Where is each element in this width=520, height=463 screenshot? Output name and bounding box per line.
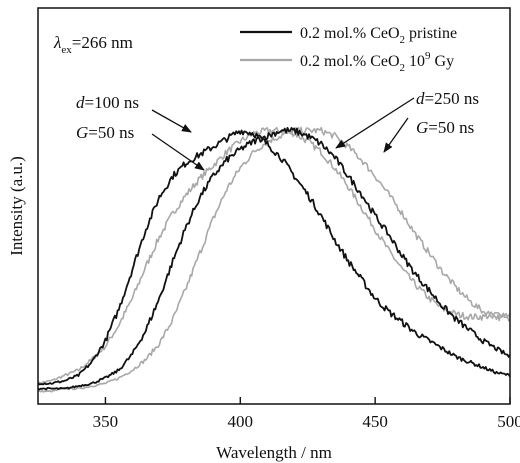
x-tick-label: 500 <box>497 412 520 431</box>
excitation-subscript: ex <box>61 44 72 56</box>
arrow-d250-upper <box>335 97 415 149</box>
arrow-d100-upper <box>151 109 192 133</box>
legend: 0.2 mol.% CeO2 pristine 0.2 mol.% CeO2 1… <box>240 25 457 74</box>
annotation-d100-gate: G=50 ns <box>76 123 134 142</box>
legend-entry-pristine: 0.2 mol.% CeO2 pristine <box>300 25 457 46</box>
x-tick-label: 350 <box>93 412 119 431</box>
svg-text:λex=266 nm: λex=266 nm <box>53 33 133 56</box>
x-axis-ticks: 350 400 450 500 <box>93 397 520 431</box>
series-line-4 <box>37 126 511 393</box>
x-tick-label: 400 <box>228 412 254 431</box>
y-axis-label: Intensity (a.u.) <box>7 156 26 256</box>
annotation-d100-delay: d=100 ns <box>76 93 139 112</box>
annotation-d250-gate: G=50 ns <box>416 118 474 137</box>
excitation-value: =266 nm <box>72 33 133 52</box>
excitation-wavelength-label: λex=266 nm <box>53 33 133 56</box>
annotation-d250: d=250 ns G=50 ns <box>335 89 479 153</box>
series-line-1 <box>37 129 511 386</box>
series-layer <box>37 126 511 393</box>
arrow-d100-lower <box>151 133 205 171</box>
series-line-2 <box>37 126 511 385</box>
annotation-d100: d=100 ns G=50 ns <box>76 93 205 171</box>
annotation-d250-delay: d=250 ns <box>416 89 479 108</box>
x-tick-label: 450 <box>362 412 388 431</box>
lambda-symbol: λ <box>53 33 61 52</box>
plot-frame <box>37 7 511 405</box>
x-axis-label: Wavelength / nm <box>216 443 332 462</box>
legend-entry-irradiated: 0.2 mol.% CeO2 109 Gy <box>300 50 454 74</box>
arrow-d250-lower <box>383 117 409 153</box>
series-line-3 <box>37 127 511 391</box>
